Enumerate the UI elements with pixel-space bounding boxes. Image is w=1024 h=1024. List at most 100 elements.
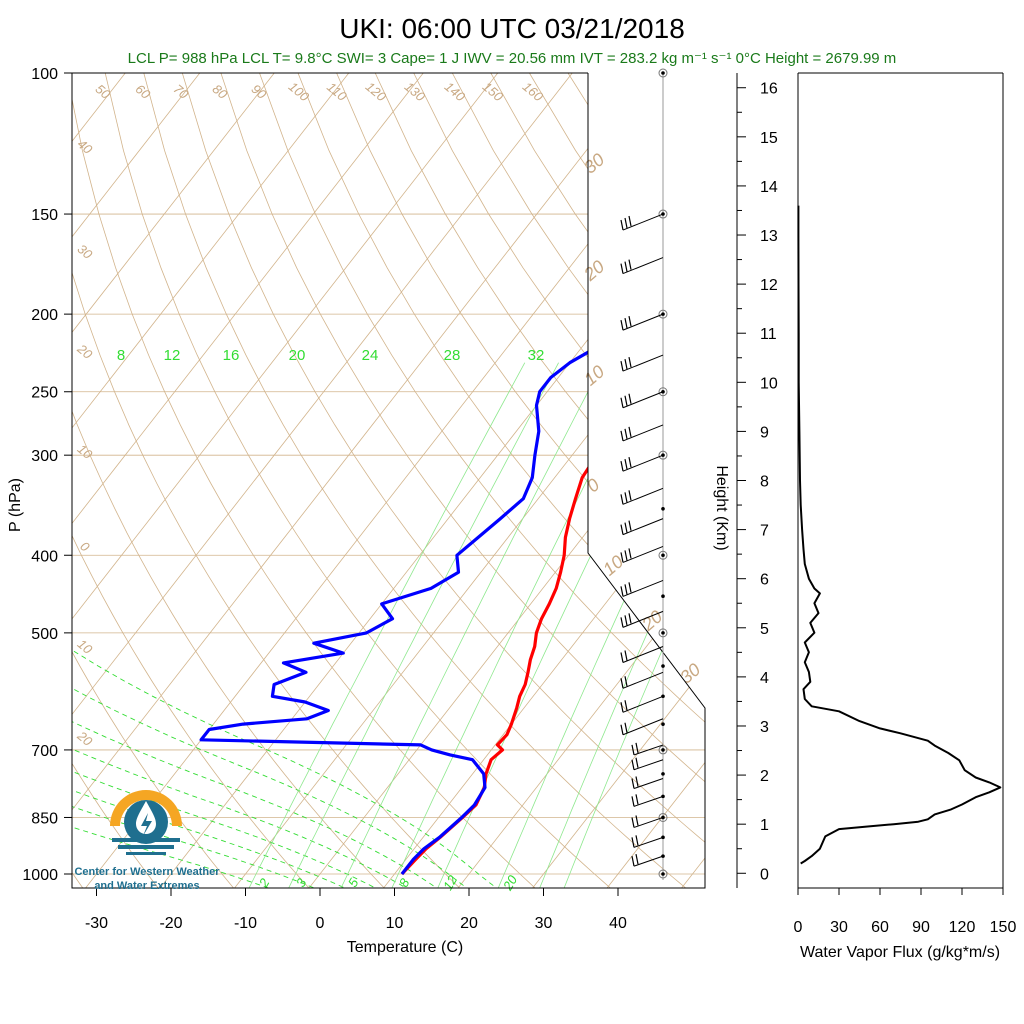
dry-adiabat-line bbox=[297, 73, 705, 888]
height-tick-label: 12 bbox=[760, 277, 778, 294]
height-tick-label: 11 bbox=[760, 326, 777, 343]
wind-barb-feather bbox=[620, 219, 624, 231]
wind-barb-feather bbox=[628, 548, 632, 559]
wind-level-circle bbox=[658, 550, 668, 560]
flux-x-tick-label: 0 bbox=[794, 919, 803, 936]
wind-barb-feather bbox=[635, 757, 639, 768]
wind-level-dot bbox=[661, 553, 665, 558]
dry-adiabat-label: 70 bbox=[171, 81, 192, 102]
mixing-ratio-label: 24 bbox=[362, 347, 379, 364]
logo-line1: Center for Western Weather bbox=[74, 866, 220, 878]
mixing-ratio-line bbox=[496, 362, 705, 888]
mixing-ratio-label: 20 bbox=[289, 347, 306, 364]
wind-barb bbox=[622, 579, 664, 597]
dry-adiabat-label: 90 bbox=[249, 81, 270, 102]
wind-barb bbox=[622, 545, 664, 563]
dry-adiabat-label: 110 bbox=[324, 79, 350, 104]
mixing-ratio-line bbox=[390, 362, 647, 888]
isotherm-line bbox=[604, 73, 705, 888]
flux-x-axis-label: Water Vapor Flux (g/kg*m/s) bbox=[800, 944, 1000, 961]
x-tick-label: -10 bbox=[234, 915, 257, 932]
wind-barb bbox=[622, 354, 664, 372]
wind-level-circle bbox=[658, 209, 668, 219]
height-tick-label: 9 bbox=[760, 424, 769, 441]
wind-barb-feather bbox=[631, 759, 635, 770]
flux-x-tick-label: 90 bbox=[912, 919, 930, 936]
x-tick-label: -30 bbox=[85, 915, 108, 932]
logo-line2: and Water Extremes bbox=[94, 880, 199, 892]
wind-barb bbox=[622, 213, 664, 231]
wind-level-dot bbox=[661, 748, 665, 752]
dry-adiabat-line bbox=[72, 73, 161, 888]
height-tick-label: 6 bbox=[760, 572, 769, 589]
wind-barb-feather bbox=[620, 263, 624, 274]
y-tick-label: 250 bbox=[31, 385, 58, 402]
mixing-ratio-label: 8 bbox=[117, 347, 125, 364]
wind-barb-feather bbox=[631, 796, 635, 807]
dry-adiabat-label: 120 bbox=[363, 79, 390, 105]
x-tick-label: -20 bbox=[159, 915, 182, 932]
height-tick-label: 3 bbox=[760, 719, 769, 736]
wind-barb bbox=[622, 424, 664, 442]
mixing-ratio-label: 28 bbox=[444, 347, 461, 364]
wind-barb-feather bbox=[620, 461, 624, 472]
wind-barb bbox=[633, 836, 664, 848]
wind-barb bbox=[633, 795, 664, 807]
wind-level-dot bbox=[661, 594, 665, 599]
theta-side-label: 20 bbox=[74, 341, 96, 363]
wind-barb-feather bbox=[624, 217, 628, 229]
skewt-labels: 50 60 70 80 90 100 110 120 130 140 150 160403020100… bbox=[74, 79, 704, 894]
height-tick-label: 2 bbox=[760, 768, 769, 785]
flux-x-tick-label: 150 bbox=[990, 919, 1017, 936]
wind-barb-feather bbox=[624, 584, 628, 595]
wind-barb bbox=[622, 671, 664, 689]
chart-title: UKI: 06:00 UTC 03/21/2018 bbox=[339, 13, 685, 44]
moist-adiabat-line bbox=[72, 554, 442, 888]
wind-barb bbox=[633, 778, 664, 790]
wind-barb-feather bbox=[628, 426, 632, 438]
wind-barb-feather bbox=[635, 776, 639, 787]
theta-side-label: 10 bbox=[75, 441, 96, 462]
height-tick-label: 8 bbox=[760, 474, 769, 491]
isotherm-line bbox=[455, 73, 705, 888]
wind-level-dot bbox=[661, 506, 665, 511]
moist-adiabat-line bbox=[72, 554, 352, 888]
x-tick-label: 40 bbox=[609, 915, 627, 932]
mixing-ratio-line bbox=[339, 362, 604, 888]
wind-level-dot bbox=[661, 71, 665, 75]
dewpoint-line bbox=[199, 212, 672, 875]
height-tick-label: 1 bbox=[760, 817, 769, 834]
wind-barb-feather bbox=[620, 552, 624, 563]
wind-barb-feather bbox=[624, 358, 628, 370]
height-tick-label: 13 bbox=[760, 228, 778, 245]
mixing-ratio-bottom-label: 8 bbox=[396, 875, 413, 889]
flux-x-tick-label: 120 bbox=[949, 919, 976, 936]
wind-barb-feather bbox=[620, 652, 624, 663]
dry-adiabat-line bbox=[72, 73, 312, 888]
wind-barb bbox=[622, 454, 664, 472]
wind-barb-feather bbox=[635, 794, 639, 805]
cw3e-logo: Center for Western Weather and Water Ext… bbox=[74, 790, 220, 892]
height-tick-label: 5 bbox=[760, 621, 769, 638]
wind-barb bbox=[622, 257, 664, 275]
wind-barb-feather bbox=[624, 700, 628, 711]
wind-barb-feather bbox=[631, 817, 635, 828]
theta-side-label: 0 bbox=[77, 538, 93, 555]
isotherm-line bbox=[72, 73, 648, 888]
wind-level-circle bbox=[658, 812, 668, 822]
wind-barb-feather bbox=[620, 702, 624, 713]
wind-level-circle bbox=[658, 745, 668, 755]
wind-barb-feather bbox=[620, 360, 624, 372]
y-tick-label: 400 bbox=[31, 548, 58, 565]
wind-barb-feather bbox=[624, 522, 628, 533]
height-tick-label: 10 bbox=[760, 375, 778, 392]
wind-level-circle bbox=[658, 628, 668, 638]
wind-barb-feather bbox=[631, 837, 635, 848]
dry-adiabat-label: 140 bbox=[442, 79, 469, 105]
height-tick-label: 7 bbox=[760, 523, 769, 540]
wind-level-circle bbox=[658, 450, 668, 460]
isotherm-line bbox=[72, 73, 424, 888]
dry-adiabat-line bbox=[606, 73, 705, 888]
